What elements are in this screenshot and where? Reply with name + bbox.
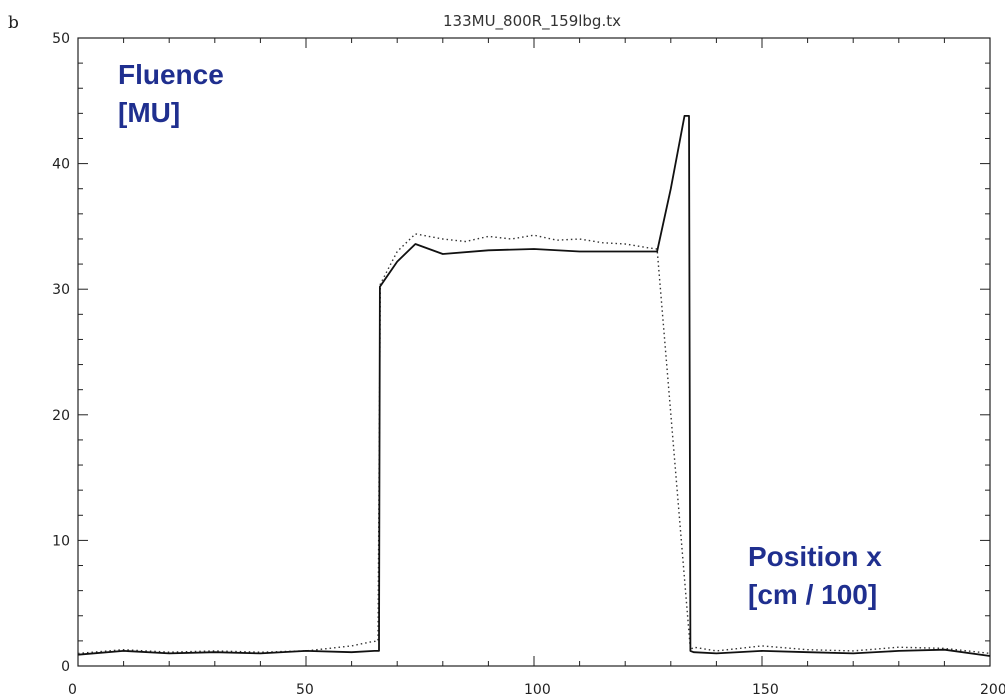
annotations-layer: Fluence [MU] Position x [cm / 100] (118, 59, 882, 610)
x-tick-label: 50 (296, 682, 314, 698)
x-tick-label: 100 (524, 682, 551, 698)
y-tick-label: 40 (52, 157, 70, 173)
y-tick-label: 20 (52, 408, 70, 424)
x-tick-label: 200 (980, 682, 1005, 698)
x-tick-label: 150 (752, 682, 779, 698)
annotation-text: Position x (748, 541, 882, 572)
annotation-text: [cm / 100] (748, 579, 877, 610)
y-tick-label: 30 (52, 282, 70, 298)
ticks-layer: 0 50 100 150 200 0 10 20 30 40 50 (52, 31, 1005, 698)
y-tick-label: 10 (52, 533, 70, 549)
y-tick-label: 0 (61, 659, 70, 675)
series-layer (77, 115, 991, 657)
x-tick-label: 0 (68, 682, 77, 698)
chart-title: 133MU_800R_159lbg.tx (443, 12, 621, 31)
panel-letter: b (8, 13, 19, 33)
annotation-text: Fluence (118, 59, 224, 90)
y-tick-label: 50 (52, 31, 70, 47)
series-line-solid (77, 115, 991, 657)
annotation-text: [MU] (118, 97, 180, 128)
